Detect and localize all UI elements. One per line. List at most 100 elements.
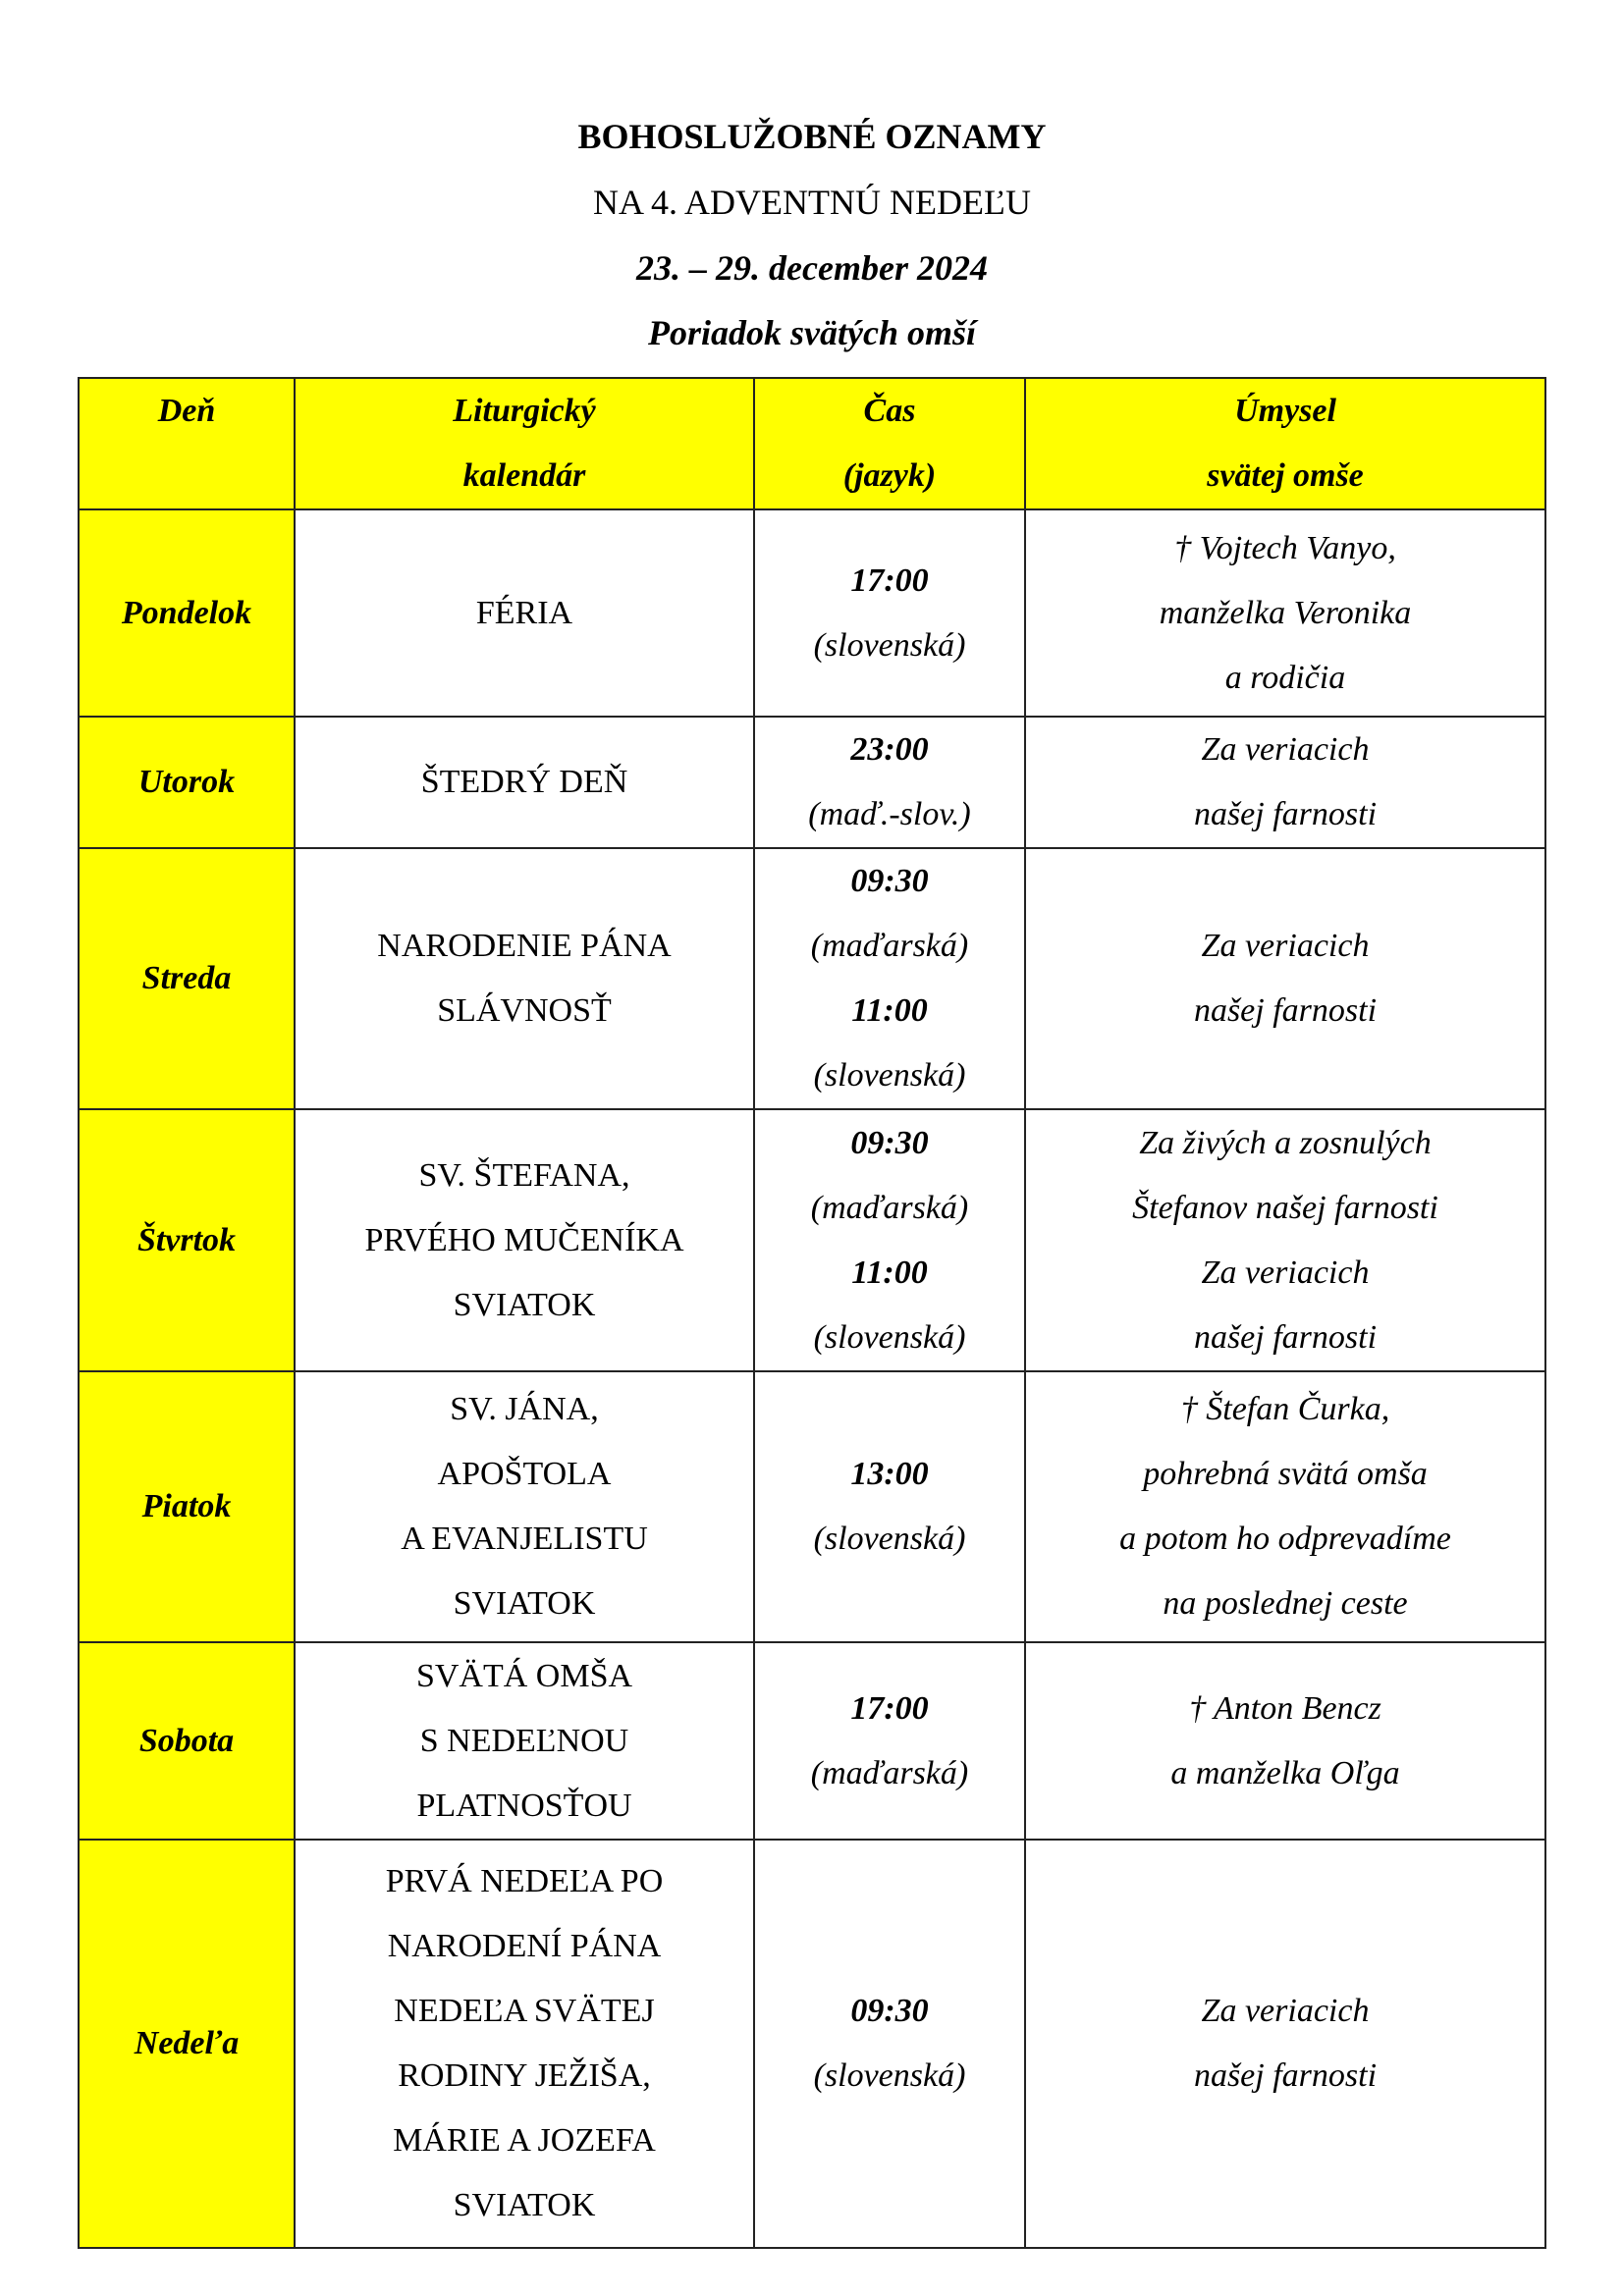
text-line: S NEDEĽNOU xyxy=(419,1722,629,1759)
text-line: PRVÉHO MUČENÍKA xyxy=(364,1221,684,1258)
day-cell: Streda xyxy=(78,847,296,1110)
text-line: našej farnosti xyxy=(1193,2057,1378,2094)
intention-cell: † Anton Bencz a manželka Oľga xyxy=(1024,1641,1546,1841)
text-line: NARODENÍ PÁNA xyxy=(387,1928,662,1964)
text-line: Úmysel xyxy=(1234,393,1336,429)
text-line: FÉRIA xyxy=(475,594,573,631)
intention-cell: † Štefan Čurka, pohrebná svätá omša a poto… xyxy=(1024,1370,1546,1643)
section-title: Poriadok svätých omší xyxy=(648,313,976,352)
table-header-row: Deň Liturgický kalendár Čas (jazyk) Úmysel svä… xyxy=(78,377,1546,510)
text-line: našej farnosti xyxy=(1193,992,1378,1029)
text-line: SV. JÁNA, xyxy=(450,1391,599,1427)
text-line: APOŠTOLA xyxy=(437,1456,612,1492)
time-cell: 17:00 (slovenská) xyxy=(753,508,1026,718)
header-day: Deň xyxy=(78,377,296,510)
text-line: a potom ho odprevadíme xyxy=(1119,1521,1451,1557)
text-line: (jazyk) xyxy=(842,457,937,494)
day-cell: Pondelok xyxy=(78,508,296,718)
text-line: Za veriacich xyxy=(1201,1993,1370,2029)
time-value: 09:30 xyxy=(850,1993,929,2029)
text-line: pohrebná svätá omša xyxy=(1143,1456,1428,1492)
text-line: kalendár xyxy=(462,457,586,494)
language-label: (maďarská) xyxy=(810,1754,969,1791)
text-line: našej farnosti xyxy=(1193,796,1378,832)
header-calendar: Liturgický kalendár xyxy=(294,377,755,510)
language-label: (slovenská) xyxy=(813,1057,966,1094)
text-line: našej farnosti xyxy=(1193,1318,1378,1356)
text-line: manželka Veronika xyxy=(1159,594,1412,631)
text-line: SVIATOK xyxy=(453,1286,596,1323)
text-line: PLATNOSŤOU xyxy=(416,1787,632,1824)
text-line: Za veriacich xyxy=(1201,1254,1370,1291)
text-line: Čas xyxy=(863,393,916,429)
table-row: Sobota SVÄTÁ OMŠA S NEDEĽNOU PLATNOSŤOU 17:0… xyxy=(78,1641,1546,1841)
text-line: SLÁVNOSŤ xyxy=(437,992,612,1029)
text-line: † Štefan Čurka, xyxy=(1180,1391,1390,1427)
day-cell: Štvrtok xyxy=(78,1108,296,1372)
calendar-cell: SV. ŠTEFANA, PRVÉHO MUČENÍKA SVIATOK xyxy=(294,1108,755,1372)
text-line: SVÄTÁ OMŠA xyxy=(415,1657,633,1694)
language-label: (slovenská) xyxy=(813,1521,966,1557)
text-line: Štefanov našej farnosti xyxy=(1132,1189,1438,1226)
header-time: Čas (jazyk) xyxy=(753,377,1026,510)
mass-schedule-table: Deň Liturgický kalendár Čas (jazyk) Úmysel svä… xyxy=(78,377,1546,2249)
table-row: Streda NARODENIE PÁNA SLÁVNOSŤ 09:30 (maďars… xyxy=(78,847,1546,1110)
language-label: (maďarská) xyxy=(810,1189,969,1226)
text-line: † Anton Bencz xyxy=(1189,1689,1381,1727)
intention-cell: Za veriacich našej farnosti xyxy=(1024,847,1546,1110)
time-value: 09:30 xyxy=(850,1124,929,1161)
intention-cell: Za veriacich našej farnosti xyxy=(1024,1839,1546,2249)
text-line: SV. ŠTEFANA, xyxy=(418,1156,630,1194)
time-value: 17:00 xyxy=(850,1689,929,1727)
text-line: † Vojtech Vanyo, xyxy=(1174,529,1396,566)
text-line: a rodičia xyxy=(1224,659,1346,696)
time-value: 23:00 xyxy=(850,731,929,768)
table-row: Nedeľa PRVÁ NEDEĽA PO NARODENÍ PÁNA NEDEĽA … xyxy=(78,1839,1546,2249)
text-line: na poslednej ceste xyxy=(1163,1585,1408,1622)
table-row: Štvrtok SV. ŠTEFANA, PRVÉHO MUČENÍKA SVIATO… xyxy=(78,1108,1546,1372)
calendar-cell: NARODENIE PÁNA SLÁVNOSŤ xyxy=(294,847,755,1110)
text-line: NARODENIE PÁNA xyxy=(377,928,672,964)
table-row: Pondelok FÉRIA 17:00 (slovenská) † Vojtech V… xyxy=(78,508,1546,718)
time-cell: 23:00 (maď.-slov.) xyxy=(753,716,1026,849)
document-title: BOHOSLUŽOBNÉ OZNAMY xyxy=(577,117,1047,156)
text-line: Za veriacich xyxy=(1201,731,1370,768)
text-line: Liturgický xyxy=(453,393,596,429)
day-cell: Utorok xyxy=(78,716,296,849)
language-label: (maď.-slov.) xyxy=(808,796,971,832)
calendar-cell: ŠTEDRÝ DEŇ xyxy=(294,716,755,849)
time-value: 13:00 xyxy=(850,1456,929,1492)
text-line: Deň xyxy=(157,393,216,429)
text-line: a manželka Oľga xyxy=(1170,1754,1400,1791)
time-value: 11:00 xyxy=(851,992,928,1029)
time-cell: 13:00 (slovenská) xyxy=(753,1370,1026,1643)
calendar-cell: FÉRIA xyxy=(294,508,755,718)
text-line: RODINY JEŽIŠA, xyxy=(398,2057,651,2094)
time-cell: 09:30 (slovenská) xyxy=(753,1839,1026,2249)
text-line: MÁRIE A JOZEFA xyxy=(393,2122,656,2159)
date-range: 23. – 29. december 2024 xyxy=(636,248,988,288)
time-value: 09:30 xyxy=(850,863,929,899)
document-subtitle: NA 4. ADVENTNÚ NEDEĽU xyxy=(593,183,1031,222)
text-line: ŠTEDRÝ DEŇ xyxy=(420,764,628,800)
language-label: (slovenská) xyxy=(813,626,966,664)
text-line: SVIATOK xyxy=(453,1585,596,1622)
time-value: 11:00 xyxy=(851,1254,928,1291)
intention-cell: Za veriacich našej farnosti xyxy=(1024,716,1546,849)
calendar-cell: SVÄTÁ OMŠA S NEDEĽNOU PLATNOSŤOU xyxy=(294,1641,755,1841)
time-cell: 17:00 (maďarská) xyxy=(753,1641,1026,1841)
table-row: Utorok ŠTEDRÝ DEŇ 23:00 (maď.-slov.) Za veri… xyxy=(78,716,1546,849)
text-line: A EVANJELISTU xyxy=(401,1521,648,1557)
header-intention: Úmysel svätej omše xyxy=(1024,377,1546,510)
day-cell: Sobota xyxy=(78,1641,296,1841)
time-cell: 09:30 (maďarská) 11:00 (slovenská) xyxy=(753,847,1026,1110)
text-line: PRVÁ NEDEĽA PO xyxy=(385,1863,664,1899)
text-line: svätej omše xyxy=(1207,457,1364,494)
text-line: NEDEĽA SVÄTEJ xyxy=(394,1993,655,2029)
time-cell: 09:30 (maďarská) 11:00 (slovenská) xyxy=(753,1108,1026,1372)
language-label: (maďarská) xyxy=(810,928,969,964)
language-label: (slovenská) xyxy=(813,1318,966,1356)
time-value: 17:00 xyxy=(850,561,929,599)
intention-cell: † Vojtech Vanyo, manželka Veronika a rodič… xyxy=(1024,508,1546,718)
intention-cell: Za živých a zosnulých Štefanov našej farn… xyxy=(1024,1108,1546,1372)
